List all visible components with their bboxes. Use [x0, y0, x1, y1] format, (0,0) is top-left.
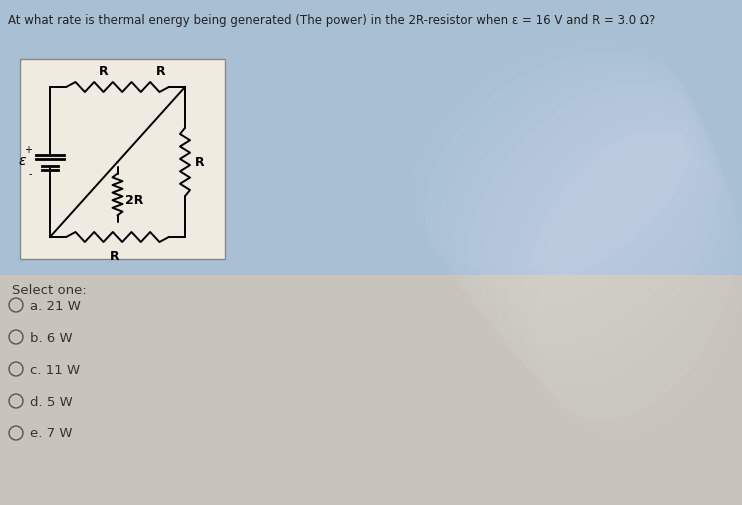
Text: At what rate is thermal energy being generated (The power) in the 2R-resistor wh: At what rate is thermal energy being gen… — [8, 14, 655, 27]
Text: R: R — [156, 65, 165, 78]
Text: e. 7 W: e. 7 W — [30, 427, 73, 440]
Text: R: R — [99, 65, 109, 78]
Bar — [0, 275, 742, 505]
Bar — [0, 0, 742, 275]
Text: R: R — [195, 156, 205, 169]
Text: c. 11 W: c. 11 W — [30, 363, 80, 376]
Text: b. 6 W: b. 6 W — [30, 331, 73, 344]
Text: +: + — [24, 145, 32, 155]
Text: ε: ε — [19, 154, 26, 168]
Text: d. 5 W: d. 5 W — [30, 395, 73, 408]
Text: Select one:: Select one: — [12, 283, 87, 296]
Text: 2R: 2R — [125, 193, 144, 207]
Text: a. 21 W: a. 21 W — [30, 299, 81, 312]
Bar — [20, 60, 225, 260]
Text: R: R — [110, 249, 119, 263]
Text: -: - — [28, 169, 32, 179]
